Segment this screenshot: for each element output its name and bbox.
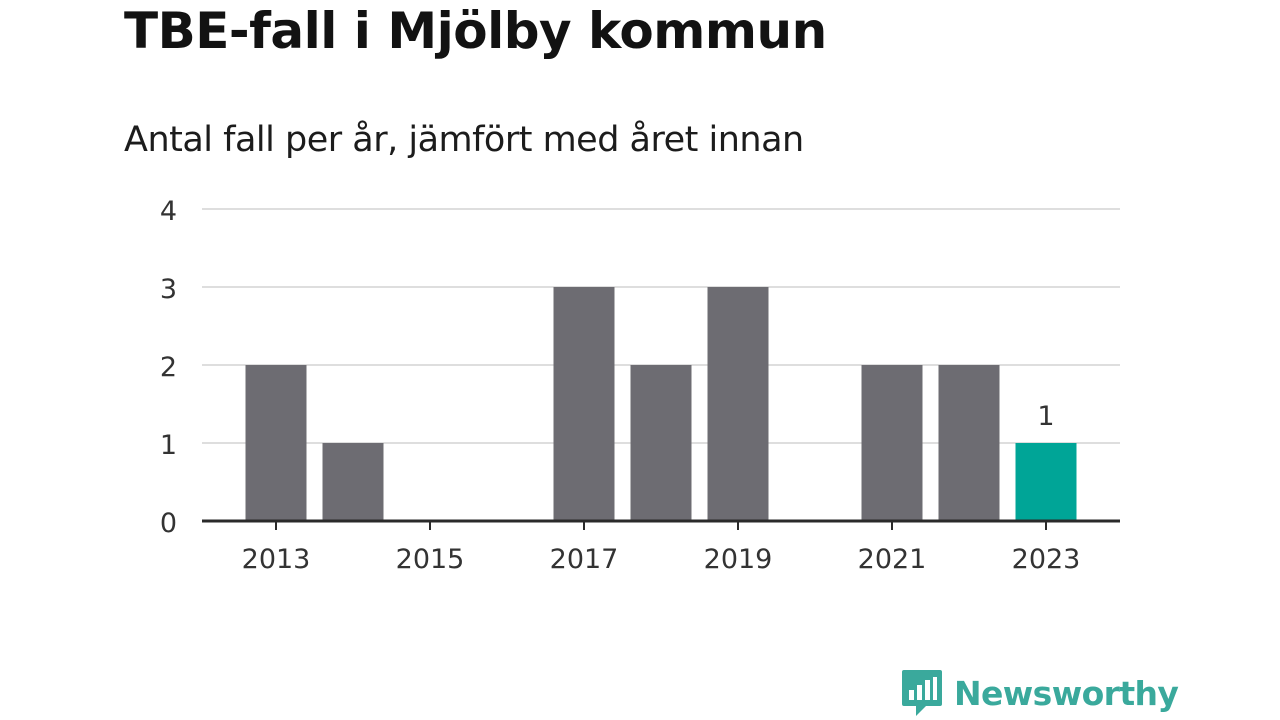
x-tick-label: 2019 (704, 544, 773, 575)
y-tick-label: 2 (160, 352, 177, 383)
chart-title: TBE-fall i Mjölby kommun (124, 2, 827, 60)
x-tick-label: 2017 (550, 544, 619, 575)
bar-2022 (938, 365, 1000, 521)
chart-subtitle: Antal fall per år, jämfört med året inna… (124, 120, 804, 160)
bar-2021 (861, 365, 923, 521)
bar-2019 (707, 287, 769, 521)
x-tick-label: 2015 (396, 544, 465, 575)
bar-2017 (553, 287, 615, 521)
y-tick-label: 1 (160, 430, 177, 461)
y-tick-label: 3 (160, 274, 177, 305)
data-label: 1 (1037, 401, 1054, 432)
bar-chart: 0 1 2 3 4 2013 2015 2017 2019 2021 2023 1 (160, 196, 1120, 575)
bar-2013 (245, 365, 307, 521)
y-tick-label: 4 (160, 196, 177, 227)
x-tick-label: 2013 (242, 544, 311, 575)
brand-logo: Newsworthy (900, 668, 1179, 718)
bar-2018 (630, 365, 692, 521)
x-tick-label: 2021 (858, 544, 927, 575)
x-tick-label: 2023 (1012, 544, 1081, 575)
bar-2023 (1015, 443, 1077, 521)
y-tick-label: 0 (160, 508, 177, 539)
brand-name: Newsworthy (954, 673, 1179, 713)
bar-2014 (322, 443, 384, 521)
newsworthy-logo-icon (902, 670, 942, 716)
